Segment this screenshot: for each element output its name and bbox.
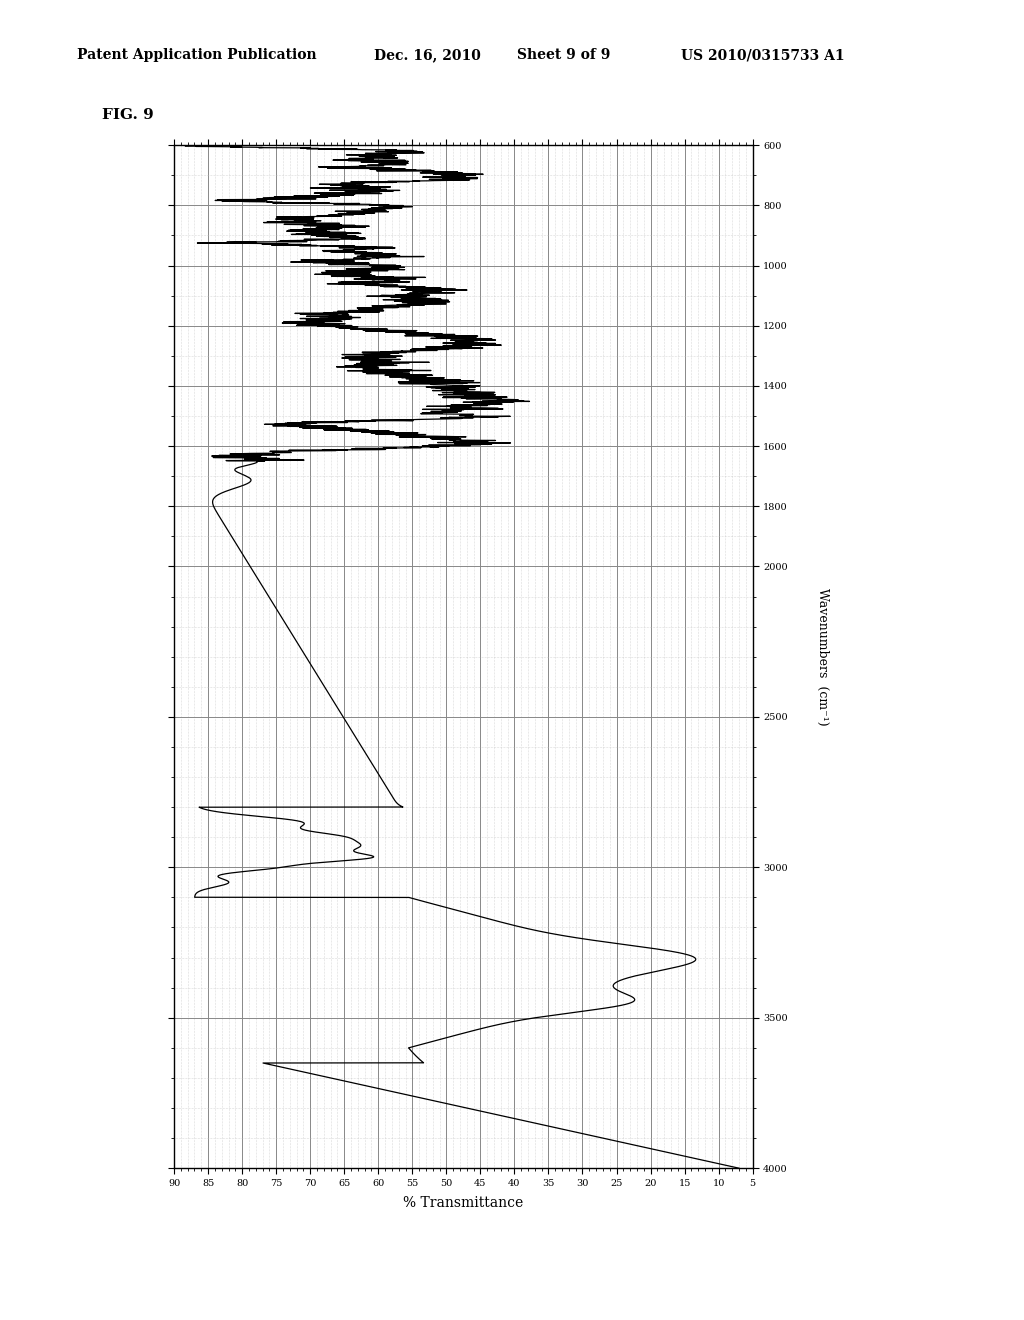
Text: Sheet 9 of 9: Sheet 9 of 9	[517, 49, 610, 62]
Text: US 2010/0315733 A1: US 2010/0315733 A1	[681, 49, 845, 62]
Y-axis label: Wavenumbers  (cm⁻¹): Wavenumbers (cm⁻¹)	[815, 587, 828, 726]
X-axis label: % Transmittance: % Transmittance	[403, 1196, 523, 1210]
Text: FIG. 9: FIG. 9	[102, 108, 155, 121]
Text: Patent Application Publication: Patent Application Publication	[77, 49, 316, 62]
Text: Dec. 16, 2010: Dec. 16, 2010	[374, 49, 480, 62]
